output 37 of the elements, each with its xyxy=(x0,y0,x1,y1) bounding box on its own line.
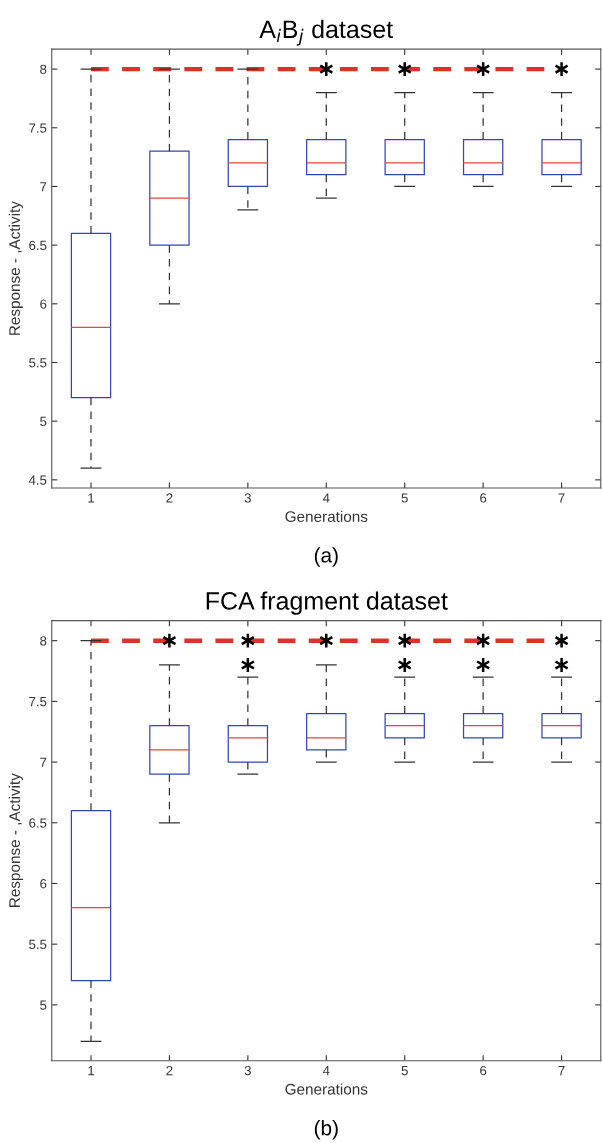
text: (b) xyxy=(314,1120,338,1140)
x-tick-label: 4 xyxy=(322,1066,330,1076)
x-tick-label: 2 xyxy=(166,1065,173,1076)
x-tick-label: 7 xyxy=(558,1066,565,1076)
y-tick-label: 6.5 xyxy=(29,818,47,828)
x-tick-label: 7 xyxy=(558,493,565,503)
y-axis-title: Response - ,Activity xyxy=(8,201,24,335)
x-tick-label: 5 xyxy=(401,493,408,503)
y-tick-label: 8 xyxy=(40,636,47,646)
x-tick-label: 1 xyxy=(88,1066,95,1076)
y-tick-label: 5 xyxy=(40,416,47,427)
y-tick-label: 6 xyxy=(40,879,47,889)
y-axis-title: Response - ,Activity xyxy=(8,773,24,907)
y-tick-label: 7.5 xyxy=(29,697,47,707)
x-tick-label: 1 xyxy=(88,493,95,503)
y-tick-label: 6 xyxy=(40,299,47,309)
x-tick-label: 3 xyxy=(244,493,251,503)
x-axis-title: Generations xyxy=(285,1083,368,1095)
y-tick-label: 7.5 xyxy=(29,123,47,133)
x-tick-label: 3 xyxy=(244,1065,251,1076)
x-tick-label: 6 xyxy=(480,1065,487,1076)
y-tick-label: 7 xyxy=(40,182,47,192)
x-tick-label: 2 xyxy=(166,493,173,503)
y-tick-label: 5 xyxy=(40,1000,47,1010)
x-tick-label: 6 xyxy=(480,493,487,503)
y-tick-label: 6.5 xyxy=(29,240,47,251)
x-axis-title: Generations xyxy=(285,510,368,522)
y-tick-label: 5.5 xyxy=(29,939,47,950)
x-tick-label: 5 xyxy=(401,1066,408,1076)
y-tick-label: 7 xyxy=(40,757,47,767)
x-tick-label: 4 xyxy=(322,493,330,503)
y-tick-label: 8 xyxy=(40,64,47,75)
chart-title: FCA fragment dataset xyxy=(206,591,448,615)
text: (a) xyxy=(314,547,338,567)
y-tick-label: 5.5 xyxy=(29,358,47,368)
chart-title: A$_{i}$B$_{j}$ dataset xyxy=(259,19,393,46)
y-tick-label: 4.5 xyxy=(28,475,47,485)
